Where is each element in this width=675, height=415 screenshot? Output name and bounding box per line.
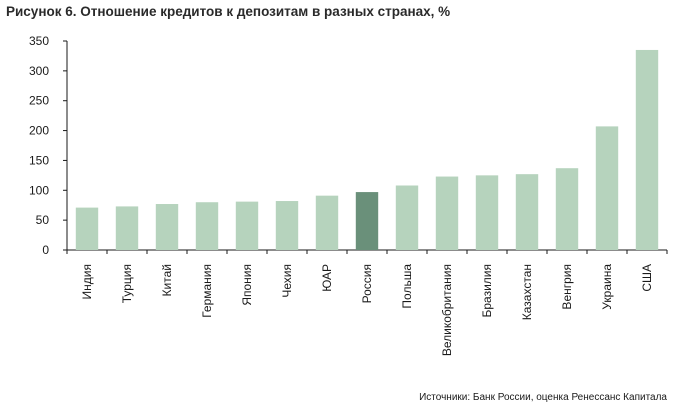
x-tick-label: Турция [120, 264, 134, 303]
bar-4 [195, 202, 219, 250]
bars [75, 49, 659, 251]
y-tick-label: 50 [36, 213, 50, 227]
x-tick-label: ЮАР [320, 264, 334, 292]
source-note: Источники: Банк России, оценка Ренессанс… [419, 392, 667, 403]
bar-8 [355, 192, 379, 250]
x-tick-label: Россия [360, 264, 374, 303]
chart-title: Рисунок 6. Отношение кредитов к депозита… [6, 4, 451, 19]
y-tick-label: 150 [29, 153, 49, 167]
x-axis: Индия Турция Китай Германия Япония Чехия ЮАР Ро… [66, 249, 668, 356]
x-tick-label: Германия [200, 264, 214, 318]
bar-chart: 0 50 100 150 200 250 300 350 Индия Турция Китай Ге… [29, 34, 668, 356]
x-tick-label: Индия [80, 264, 94, 299]
bar-14 [595, 126, 619, 250]
bar-13 [555, 168, 579, 250]
x-tick-label: Великобритания [440, 264, 454, 356]
x-tick-label: Бразилия [480, 264, 494, 318]
y-tick-label: 100 [29, 183, 49, 197]
bar-9 [395, 185, 419, 250]
y-tick-label: 300 [29, 64, 49, 78]
x-tick-label: Китай [160, 264, 174, 296]
bar-3 [155, 204, 179, 250]
bar-6 [275, 201, 299, 250]
bar-10 [435, 176, 459, 250]
bar-7 [315, 195, 339, 250]
x-tick-label: Польша [400, 264, 414, 309]
x-tick-label: Украина [600, 264, 614, 310]
bar-12 [515, 174, 539, 250]
x-tick-label: США [640, 264, 654, 292]
y-tick-label: 0 [42, 243, 49, 257]
y-tick-label: 250 [29, 94, 49, 108]
bar-2 [115, 206, 139, 250]
y-tick-label: 200 [29, 124, 49, 138]
bar-11 [475, 175, 499, 250]
y-tick-label: 350 [29, 34, 49, 48]
bar-5 [235, 201, 259, 250]
x-tick-label: Чехия [280, 264, 294, 298]
x-tick-label: Казахстан [520, 264, 534, 320]
x-tick-label: Япония [240, 264, 254, 306]
y-axis: 0 50 100 150 200 250 300 350 [29, 34, 68, 257]
x-tick-label: Венгрия [560, 264, 574, 310]
bar-1 [75, 207, 99, 250]
bar-15 [635, 49, 659, 251]
